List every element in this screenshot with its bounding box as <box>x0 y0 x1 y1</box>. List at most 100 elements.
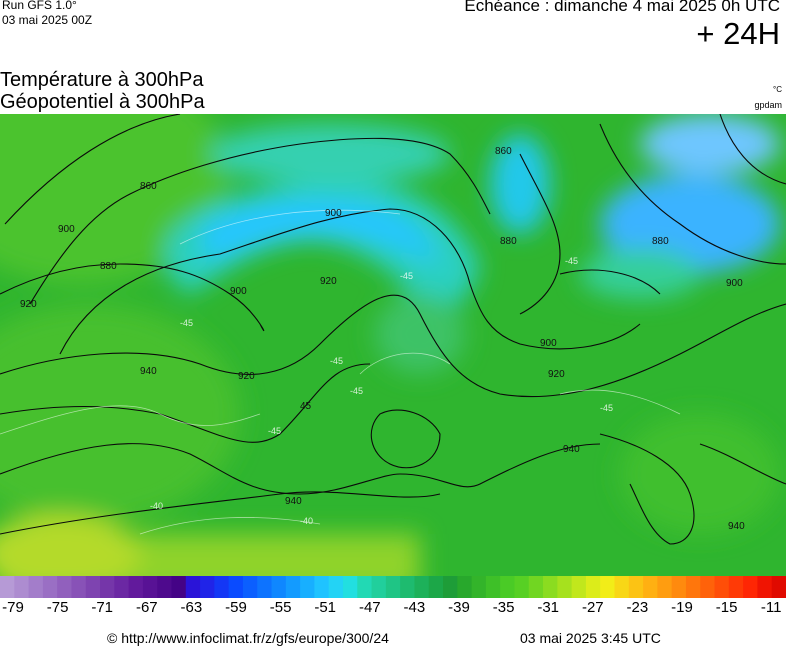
scale-swatch <box>700 576 716 598</box>
scale-tick-label: -59 <box>225 599 247 616</box>
scale-swatch <box>543 576 558 598</box>
svg-text:-45: -45 <box>268 426 281 436</box>
temperature-color-scale <box>0 576 786 598</box>
scale-tick-label: -15 <box>715 599 738 616</box>
scale-swatch <box>185 576 201 598</box>
scale-swatch <box>571 576 587 598</box>
svg-text:920: 920 <box>548 369 565 380</box>
svg-text:920: 920 <box>238 371 255 382</box>
scale-swatch <box>357 576 373 598</box>
scale-swatch <box>142 576 158 598</box>
svg-text:860: 860 <box>495 146 512 157</box>
forecast-valid-time: Echéance : dimanche 4 mai 2025 0h UTC <box>464 0 780 15</box>
scale-swatch <box>200 576 215 598</box>
scale-swatch <box>428 576 444 598</box>
scale-swatch <box>300 576 315 598</box>
isotherm-contours <box>0 209 681 535</box>
scale-swatch <box>614 576 630 598</box>
svg-text:940: 940 <box>140 366 157 377</box>
scale-swatch <box>0 576 15 598</box>
geopotential-unit: gpdam <box>754 100 782 110</box>
scale-swatch <box>685 576 701 598</box>
scale-swatch <box>371 576 387 598</box>
svg-text:940: 940 <box>728 521 745 532</box>
scale-swatch <box>757 576 773 598</box>
scale-swatch <box>71 576 87 598</box>
scale-swatch <box>328 576 344 598</box>
scale-swatch <box>585 576 601 598</box>
scale-tick-label: -51 <box>314 599 337 616</box>
scale-swatch <box>100 576 115 598</box>
temperature-unit: °C <box>773 85 782 94</box>
scale-swatch <box>743 576 759 598</box>
scale-swatch <box>85 576 101 598</box>
svg-text:-40: -40 <box>300 516 313 526</box>
update-time: 03 mai 2025 3:45 UTC <box>520 630 661 646</box>
scale-swatch <box>257 576 273 598</box>
svg-text:-45: -45 <box>400 271 413 281</box>
scale-swatch <box>557 576 573 598</box>
scale-swatch <box>385 576 401 598</box>
scale-swatch <box>228 576 244 598</box>
scale-tick-label: -39 <box>448 599 470 616</box>
svg-text:920: 920 <box>320 276 337 287</box>
scale-swatch <box>414 576 430 598</box>
scale-swatch <box>771 576 786 598</box>
scale-swatch <box>657 576 673 598</box>
svg-text:880: 880 <box>652 236 669 247</box>
scale-swatch <box>600 576 616 598</box>
color-scale-labels: -79 -75 -71 -67 -63 -59 -55 -51 -47 -43 -39 -35 -31 -… <box>0 599 786 619</box>
scale-swatch <box>400 576 416 598</box>
scale-swatch <box>443 576 458 598</box>
svg-text:-45: -45 <box>600 403 613 413</box>
source-credit-link[interactable]: © http://www.infoclimat.fr/z/gfs/europe/… <box>107 630 389 646</box>
map-title-temperature: Température à 300hPa <box>0 69 204 91</box>
svg-text:-45: -45 <box>350 386 363 396</box>
scale-swatch <box>457 576 473 598</box>
scale-swatch <box>342 576 358 598</box>
scale-swatch <box>485 576 501 598</box>
scale-tick-label: -19 <box>671 599 693 616</box>
svg-text:-45: -45 <box>565 256 578 266</box>
svg-text:45: 45 <box>300 401 312 412</box>
svg-text:-45: -45 <box>180 318 193 328</box>
scale-swatch <box>271 576 287 598</box>
svg-text:920: 920 <box>20 299 37 310</box>
run-label: Run GFS 1.0° <box>2 0 77 12</box>
scale-swatch <box>500 576 516 598</box>
svg-text:940: 940 <box>285 496 302 507</box>
scale-swatch <box>714 576 730 598</box>
scale-swatch <box>28 576 44 598</box>
scale-tick-label: -75 <box>46 599 69 616</box>
scale-tick-label: -31 <box>537 599 560 616</box>
scale-swatch <box>671 576 687 598</box>
weather-map[interactable]: 860 880 900 920 940 900 920 920 940 900 … <box>0 114 786 576</box>
scale-tick-label: -47 <box>358 599 381 616</box>
scale-swatch <box>214 576 230 598</box>
svg-text:900: 900 <box>58 224 75 235</box>
isotherm-labels: -45 -45 -45 -45 -45 -40 -40 -45 -45 <box>150 256 613 526</box>
scale-tick-label: -71 <box>91 599 114 616</box>
scale-swatch <box>285 576 301 598</box>
svg-text:900: 900 <box>230 286 247 297</box>
scale-tick-label: -11 <box>760 599 782 616</box>
scale-swatch <box>157 576 173 598</box>
scale-tick-label: -43 <box>403 599 426 616</box>
svg-text:-45: -45 <box>330 356 343 366</box>
svg-text:860: 860 <box>140 181 157 192</box>
scale-swatch <box>528 576 544 598</box>
svg-text:900: 900 <box>540 338 557 349</box>
contour-labels: 860 880 900 920 940 900 920 920 940 900 … <box>20 146 745 532</box>
scale-swatch <box>643 576 658 598</box>
geopotential-contours <box>0 114 786 545</box>
scale-swatch <box>242 576 258 598</box>
lead-time: + 24H <box>696 16 780 51</box>
svg-text:880: 880 <box>500 236 517 247</box>
scale-swatch <box>114 576 130 598</box>
scale-tick-label: -23 <box>626 599 649 616</box>
map-title-geopotential: Géopotentiel à 300hPa <box>0 91 205 113</box>
scale-tick-label: -55 <box>269 599 292 616</box>
svg-text:900: 900 <box>325 208 342 219</box>
scale-tick-label: -27 <box>581 599 604 616</box>
scale-swatch <box>57 576 73 598</box>
